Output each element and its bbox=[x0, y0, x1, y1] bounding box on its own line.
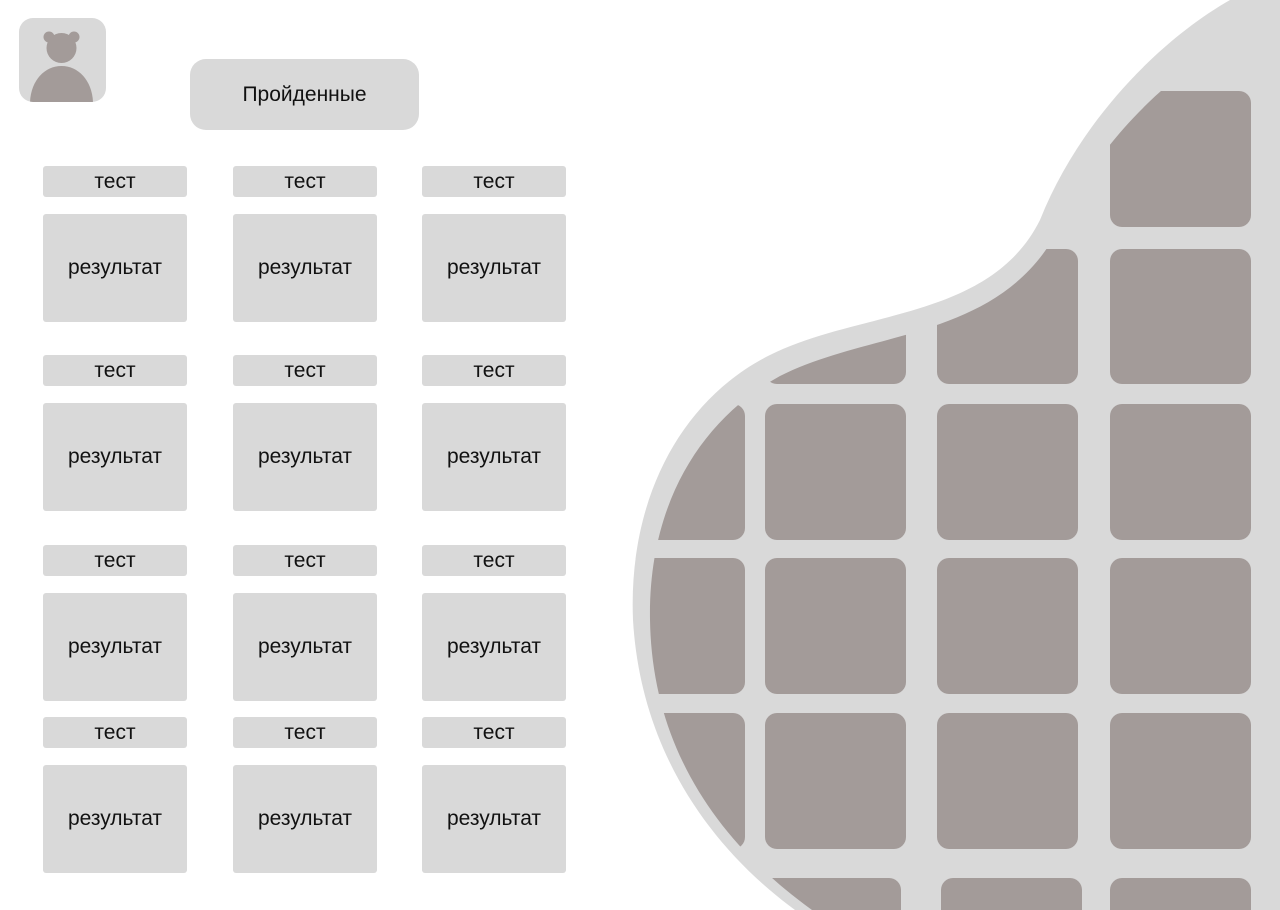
avatar[interactable] bbox=[19, 18, 106, 102]
result-card[interactable]: результат bbox=[233, 214, 377, 322]
test-label[interactable]: тест bbox=[43, 166, 187, 197]
result-card[interactable]: результат bbox=[422, 593, 566, 701]
test-label[interactable]: тест bbox=[422, 355, 566, 386]
result-card[interactable]: результат bbox=[422, 765, 566, 873]
test-label[interactable]: тест bbox=[422, 166, 566, 197]
result-card[interactable]: результат bbox=[43, 593, 187, 701]
completed-tests-tab-label: Пройденные bbox=[242, 82, 367, 106]
test-label[interactable]: тест bbox=[422, 545, 566, 576]
result-card[interactable]: результат bbox=[233, 765, 377, 873]
result-card[interactable]: результат bbox=[422, 403, 566, 511]
test-label[interactable]: тест bbox=[233, 166, 377, 197]
test-label[interactable]: тест bbox=[233, 355, 377, 386]
result-card[interactable]: результат bbox=[43, 403, 187, 511]
test-label[interactable]: тест bbox=[43, 717, 187, 748]
test-label[interactable]: тест bbox=[43, 545, 187, 576]
test-label[interactable]: тест bbox=[422, 717, 566, 748]
completed-tests-tab[interactable]: Пройденные bbox=[190, 59, 419, 130]
test-label[interactable]: тест bbox=[43, 355, 187, 386]
result-card[interactable]: результат bbox=[233, 403, 377, 511]
test-label[interactable]: тест bbox=[233, 717, 377, 748]
result-card[interactable]: результат bbox=[43, 214, 187, 322]
result-card[interactable]: результат bbox=[422, 214, 566, 322]
user-avatar-icon bbox=[30, 31, 93, 102]
test-label[interactable]: тест bbox=[233, 545, 377, 576]
result-card[interactable]: результат bbox=[233, 593, 377, 701]
result-card[interactable]: результат bbox=[43, 765, 187, 873]
